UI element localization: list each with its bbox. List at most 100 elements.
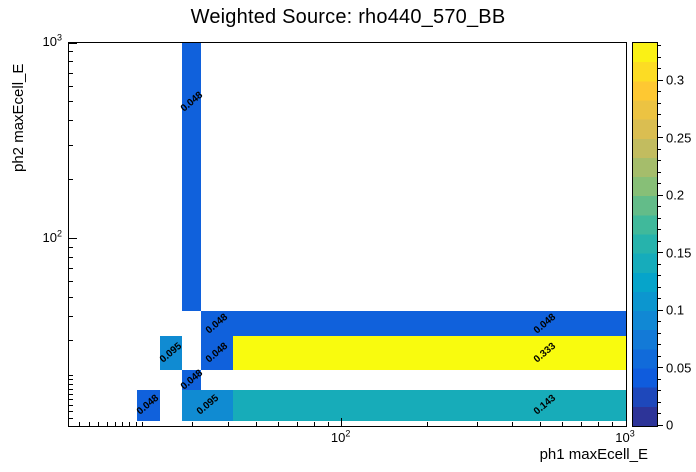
palette-minor-tick [658,125,661,127]
palette-tick-label: 0.05 [666,360,692,376]
palette-minor-tick [658,160,661,162]
x-axis-minor-tick [192,422,194,426]
x-axis-minor-tick [106,422,108,426]
x-axis-minor-tick [328,422,330,426]
x-axis-minor-tick [597,422,599,426]
palette-tick-label: 0 [666,417,674,433]
palette-minor-tick [658,45,661,47]
y-axis-minor-tick [69,405,73,407]
palette-minor-tick [658,148,661,150]
histogram-cell [200,336,233,371]
palette-major-tick [658,367,663,369]
y-axis-minor-tick [69,281,73,283]
y-axis-major-tick [69,238,77,240]
palette-minor-tick [658,286,661,288]
palette-tick-label: 0.2 [666,187,685,203]
palette-minor-tick [658,217,661,219]
palette-minor-tick [658,355,661,357]
palette-minor-tick [658,298,661,300]
histogram-cell [232,311,626,337]
x-axis-minor-tick [512,422,514,426]
palette-minor-tick [658,183,661,185]
y-axis-minor-tick [69,120,73,122]
x-axis-minor-tick [142,422,144,426]
palette-minor-tick [658,68,661,70]
histogram-cell [182,43,201,312]
palette-tick-label: 0.3 [666,72,685,88]
y-axis-minor-tick [69,51,73,53]
x-axis-major-tick [625,418,627,426]
x-axis-tick-label: 103 [615,428,635,445]
palette-minor-tick [658,91,661,93]
y-axis-title: ph2 maxEcell_E [10,63,27,172]
palette-minor-tick [658,275,661,277]
palette-minor-tick [658,263,661,265]
histogram-cell [182,390,233,421]
palette-minor-tick [658,378,661,380]
x-axis-minor-tick [98,422,100,426]
x-axis-minor-tick [426,422,428,426]
y-axis-minor-tick [69,296,73,298]
histogram-cell [160,336,183,371]
palette-tick-label: 0.25 [666,130,692,146]
palette-minor-tick [658,56,661,58]
color-palette [632,42,658,427]
x-axis-minor-tick [612,422,614,426]
palette-minor-tick [658,114,661,116]
palette-minor-tick [658,206,661,208]
x-axis-minor-tick [136,422,137,426]
palette-minor-tick [658,332,661,334]
y-axis-minor-tick [69,411,73,413]
exponent: 2 [345,428,351,439]
x-axis-minor-tick [227,422,229,426]
x-axis-minor-tick [278,422,280,426]
palette-minor-tick [658,413,661,414]
y-axis-minor-tick [69,246,73,248]
exponent: 2 [56,228,62,239]
x-axis-minor-tick [122,422,124,426]
y-axis-minor-tick [69,399,73,401]
palette-major-tick [658,309,663,311]
y-axis-minor-tick [69,340,73,342]
y-axis-minor-tick [69,268,73,270]
x-axis-title: ph1 maxEcell_E [539,446,648,463]
y-axis-minor-tick [69,256,73,258]
y-axis-minor-tick [69,418,73,420]
y-axis-minor-tick [69,61,73,63]
y-axis-minor-tick [69,85,73,87]
palette-minor-tick [658,240,661,242]
y-axis-minor-tick [69,179,73,181]
palette-tick-label: 0.15 [666,245,692,261]
palette-major-tick [658,137,663,139]
y-axis-minor-tick [69,315,73,317]
x-axis-minor-tick [476,422,478,426]
x-axis-minor-tick [313,422,315,426]
palette-minor-tick [658,344,661,346]
x-axis-minor-tick [89,422,91,426]
y-axis-minor-tick [69,379,73,381]
x-axis-minor-tick [297,422,299,426]
palette-minor-tick [658,401,661,403]
x-axis-major-tick [341,418,343,426]
y-axis-minor-tick [69,144,73,146]
histogram-cell [136,390,161,421]
histogram-cell [200,311,233,337]
y-axis-tick-label: 102 [42,228,62,245]
x-axis-minor-tick [581,422,583,426]
palette-major-tick [658,424,663,426]
plot-frame: 0.048 0.048 0.048 0.095 0.048 0.333 0.048 0.048… [68,42,627,427]
palette-major-tick [658,79,663,81]
x-axis-minor-tick [539,422,541,426]
histogram-cell [182,370,201,391]
y-axis-minor-tick [69,388,73,390]
x-axis-minor-tick [129,422,131,426]
palette-minor-tick [658,102,661,104]
palette-minor-tick [658,321,661,323]
histogram-cell [232,390,626,421]
exponent: 3 [56,32,62,43]
y-axis-tick-label: 103 [42,32,62,49]
palette-minor-tick [658,390,661,392]
palette-minor-tick [658,229,661,231]
y-axis-minor-tick [69,374,73,376]
